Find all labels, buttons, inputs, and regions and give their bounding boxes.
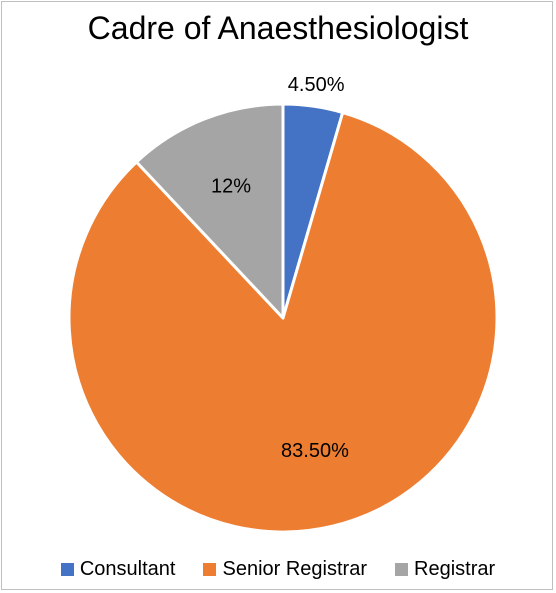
legend-label-senior-registrar: Senior Registrar: [222, 557, 367, 580]
legend-swatch-senior-registrar: [203, 562, 217, 576]
legend-item-consultant: Consultant: [60, 557, 176, 581]
legend-label-consultant: Consultant: [79, 557, 176, 580]
pie-slice-registrar: [135, 102, 285, 320]
legend-swatch-consultant: [60, 562, 74, 576]
legend-swatch-registrar: [395, 562, 408, 576]
legend: Consultant Senior Registrar Registrar: [0, 556, 556, 582]
legend-item-senior-registrar: Senior Registrar: [203, 558, 367, 581]
legend-label-registrar: Registrar: [414, 557, 496, 580]
legend-item-registrar: Registrar: [395, 558, 495, 581]
data-label-senior-registrar: 83.50%: [281, 440, 349, 462]
data-label-consultant: 4.50%: [288, 74, 345, 96]
data-label-registrar: 12%: [211, 176, 251, 198]
pie-slice-senior-registrar: [67, 111, 499, 534]
chart-title: Cadre of Anaesthesiologist: [87, 10, 469, 46]
